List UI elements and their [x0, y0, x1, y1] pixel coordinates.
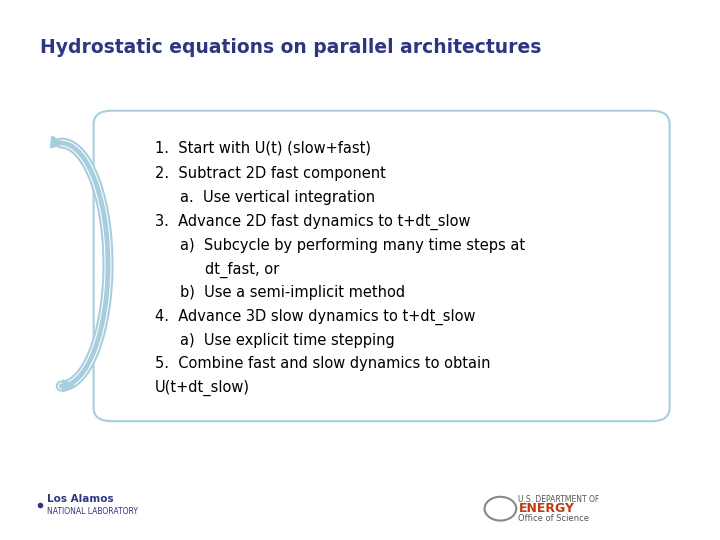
- Text: NATIONAL LABORATORY: NATIONAL LABORATORY: [47, 508, 138, 516]
- Text: U(t+dt_slow): U(t+dt_slow): [155, 380, 250, 396]
- Text: a)  Subcycle by performing many time steps at: a) Subcycle by performing many time step…: [180, 238, 525, 253]
- Text: Los Alamos: Los Alamos: [47, 495, 114, 504]
- Text: 5.  Combine fast and slow dynamics to obtain: 5. Combine fast and slow dynamics to obt…: [155, 356, 490, 372]
- FancyBboxPatch shape: [94, 111, 670, 421]
- Text: a.  Use vertical integration: a. Use vertical integration: [180, 190, 375, 205]
- Text: U.S. DEPARTMENT OF: U.S. DEPARTMENT OF: [518, 495, 600, 504]
- Text: dt_fast, or: dt_fast, or: [205, 261, 279, 278]
- Text: 2.  Subtract 2D fast component: 2. Subtract 2D fast component: [155, 166, 386, 181]
- Text: 3.  Advance 2D fast dynamics to t+dt_slow: 3. Advance 2D fast dynamics to t+dt_slow: [155, 214, 470, 230]
- Text: Office of Science: Office of Science: [518, 514, 590, 523]
- Text: ENERGY: ENERGY: [518, 502, 575, 515]
- Text: Hydrostatic equations on parallel architectures: Hydrostatic equations on parallel archit…: [40, 38, 541, 57]
- Text: 1.  Start with U(t) (slow+fast): 1. Start with U(t) (slow+fast): [155, 140, 371, 156]
- Text: a)  Use explicit time stepping: a) Use explicit time stepping: [180, 333, 395, 348]
- Text: 4.  Advance 3D slow dynamics to t+dt_slow: 4. Advance 3D slow dynamics to t+dt_slow: [155, 309, 475, 325]
- Text: b)  Use a semi-implicit method: b) Use a semi-implicit method: [180, 285, 405, 300]
